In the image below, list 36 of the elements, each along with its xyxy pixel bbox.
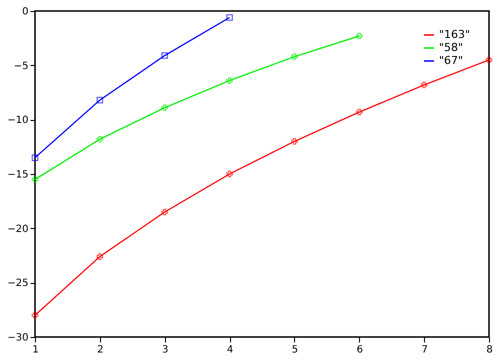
point — [420, 82, 428, 88]
point — [96, 136, 104, 142]
legend-label: "163" — [439, 28, 470, 41]
y-tick-label: 0 — [22, 6, 28, 18]
x-tick-label: 2 — [97, 344, 104, 356]
x-tick-label: 6 — [356, 344, 363, 356]
point — [356, 32, 363, 40]
point — [226, 77, 233, 84]
point — [291, 53, 298, 60]
point — [161, 208, 168, 216]
point — [32, 154, 38, 161]
x-tick-label: 7 — [421, 344, 428, 356]
point — [32, 176, 38, 183]
point — [96, 253, 104, 260]
point — [486, 56, 492, 64]
y-tick-label: −20 — [7, 224, 28, 235]
point — [96, 96, 104, 104]
x-tick-label: 1 — [32, 344, 39, 356]
x-tick-label: 3 — [162, 344, 168, 356]
legend-label: "67" — [439, 54, 464, 67]
y-tick-label: −30 — [7, 332, 28, 344]
point — [226, 14, 233, 21]
y-tick-label: −15 — [7, 170, 28, 180]
y-tick-label: −10 — [7, 115, 28, 126]
x-tick-label: 8 — [486, 344, 493, 356]
point — [161, 52, 168, 59]
y-tick-label: −5 — [14, 60, 28, 72]
point — [356, 108, 363, 116]
y-tick-label: −25 — [7, 278, 28, 290]
x-tick-label: 5 — [292, 344, 298, 356]
legend-label: "58" — [439, 41, 464, 54]
point — [226, 170, 233, 178]
point — [161, 104, 168, 111]
point — [291, 138, 298, 145]
point — [32, 312, 38, 319]
x-tick-label: 4 — [226, 344, 234, 356]
